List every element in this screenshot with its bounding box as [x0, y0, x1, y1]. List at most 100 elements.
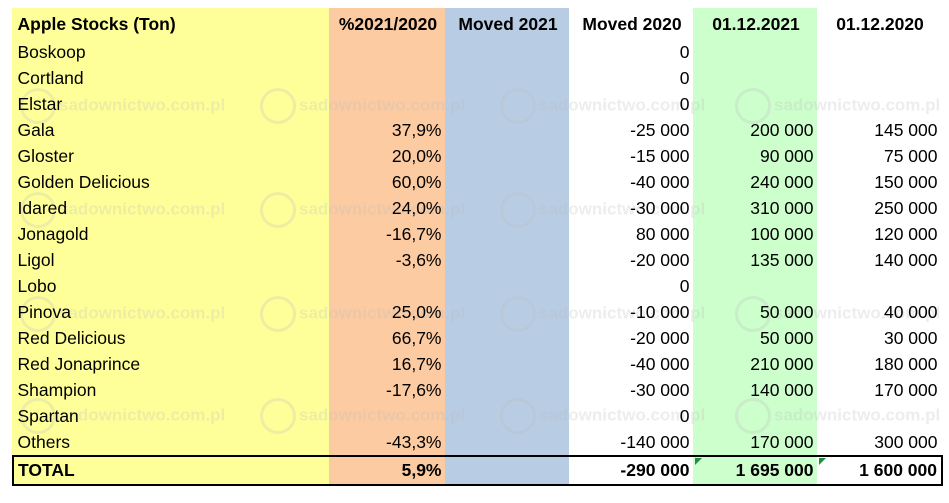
row-date-2021[interactable]: [694, 40, 818, 66]
row-pct[interactable]: [330, 404, 446, 430]
row-moved-2020[interactable]: 0: [679, 68, 690, 88]
row-moved-2020[interactable]: -25 000: [630, 120, 690, 140]
row-date-2020[interactable]: 180 000: [874, 354, 938, 374]
row-moved-2020[interactable]: 0: [679, 94, 690, 114]
row-pct[interactable]: 25,0%: [391, 302, 442, 322]
row-date-2020[interactable]: 30 000: [883, 328, 938, 348]
row-date-2021[interactable]: 140 000: [750, 380, 814, 400]
header-date-2020[interactable]: 01.12.2020: [836, 14, 924, 34]
row-date-2020[interactable]: 75 000: [883, 146, 938, 166]
row-name[interactable]: Shampion: [17, 380, 97, 400]
row-date-2021[interactable]: 170 000: [750, 432, 814, 452]
row-moved-2021[interactable]: [446, 222, 570, 248]
row-date-2020[interactable]: 140 000: [874, 250, 938, 270]
header-pct[interactable]: %2021/2020: [338, 14, 438, 34]
row-name[interactable]: Red Delicious: [17, 328, 126, 348]
row-moved-2020[interactable]: -40 000: [630, 354, 690, 374]
total-date-2020[interactable]: 1 600 000: [818, 455, 943, 486]
row-date-2020[interactable]: 170 000: [874, 380, 938, 400]
row-name[interactable]: Golden Delicious: [17, 172, 150, 192]
row-moved-2021[interactable]: [446, 196, 570, 222]
row-moved-2020[interactable]: -30 000: [630, 380, 690, 400]
total-pct[interactable]: 5,9%: [330, 455, 446, 486]
row-moved-2021[interactable]: [446, 430, 570, 457]
row-name[interactable]: Others: [17, 432, 71, 452]
row-pct[interactable]: -43,3%: [386, 432, 442, 452]
row-name[interactable]: Gala: [17, 120, 55, 140]
row-moved-2021[interactable]: [446, 170, 570, 196]
row-name[interactable]: Lobo: [17, 276, 57, 296]
row-date-2021[interactable]: [694, 404, 818, 430]
row-moved-2020[interactable]: 0: [679, 42, 690, 62]
row-pct[interactable]: 16,7%: [391, 354, 442, 374]
row-name[interactable]: Jonagold: [17, 224, 89, 244]
row-moved-2020[interactable]: -10 000: [630, 302, 690, 322]
header-moved-2021[interactable]: Moved 2021: [458, 14, 558, 34]
row-name[interactable]: Ligol: [17, 250, 55, 270]
row-moved-2020[interactable]: 0: [679, 406, 690, 426]
row-date-2021[interactable]: [694, 274, 818, 300]
row-date-2020[interactable]: [818, 404, 942, 430]
row-date-2020[interactable]: [818, 66, 942, 92]
row-date-2021[interactable]: 240 000: [750, 172, 814, 192]
row-moved-2021[interactable]: [446, 248, 570, 274]
row-pct[interactable]: -3,6%: [395, 250, 442, 270]
row-moved-2020[interactable]: -20 000: [630, 328, 690, 348]
header-date-2021[interactable]: 01.12.2021: [712, 14, 800, 34]
row-date-2020[interactable]: [818, 92, 942, 118]
row-date-2020[interactable]: 120 000: [874, 224, 938, 244]
row-moved-2021[interactable]: [446, 144, 570, 170]
row-date-2020[interactable]: 150 000: [874, 172, 938, 192]
row-date-2020[interactable]: [818, 274, 942, 300]
row-name[interactable]: Idared: [17, 198, 68, 218]
row-name[interactable]: Pinova: [17, 302, 72, 322]
row-moved-2020[interactable]: -15 000: [630, 146, 690, 166]
row-pct[interactable]: [330, 92, 446, 118]
row-moved-2021[interactable]: [446, 274, 570, 300]
total-label[interactable]: TOTAL: [12, 455, 330, 486]
row-pct[interactable]: [330, 66, 446, 92]
row-moved-2021[interactable]: [446, 66, 570, 92]
row-pct[interactable]: -16,7%: [386, 224, 442, 244]
row-name[interactable]: Red Jonaprince: [17, 354, 141, 374]
row-date-2020[interactable]: 145 000: [874, 120, 938, 140]
total-moved-2021[interactable]: [446, 455, 570, 486]
row-moved-2021[interactable]: [446, 40, 570, 66]
row-pct[interactable]: 24,0%: [391, 198, 442, 218]
row-date-2020[interactable]: 300 000: [874, 432, 938, 452]
row-pct[interactable]: [330, 274, 446, 300]
row-date-2020[interactable]: [818, 40, 942, 66]
row-date-2021[interactable]: 90 000: [759, 146, 814, 166]
row-pct[interactable]: 60,0%: [391, 172, 442, 192]
row-name[interactable]: Gloster: [17, 146, 74, 166]
row-date-2020[interactable]: 40 000: [883, 302, 938, 322]
row-date-2021[interactable]: 100 000: [750, 224, 814, 244]
row-pct[interactable]: [330, 40, 446, 66]
row-date-2021[interactable]: 200 000: [750, 120, 814, 140]
row-moved-2021[interactable]: [446, 326, 570, 352]
total-date-2021[interactable]: 1 695 000: [694, 455, 818, 486]
row-date-2021[interactable]: 50 000: [759, 328, 814, 348]
header-name[interactable]: Apple Stocks (Ton): [17, 14, 176, 34]
row-date-2021[interactable]: [694, 92, 818, 118]
row-name[interactable]: Elstar: [17, 94, 63, 114]
total-moved-2020[interactable]: -290 000: [570, 455, 694, 486]
row-pct[interactable]: -17,6%: [386, 380, 442, 400]
row-moved-2020[interactable]: -30 000: [630, 198, 690, 218]
row-pct[interactable]: 20,0%: [391, 146, 442, 166]
row-moved-2021[interactable]: [446, 404, 570, 430]
row-moved-2020[interactable]: -140 000: [620, 432, 690, 452]
row-date-2021[interactable]: [694, 66, 818, 92]
row-date-2021[interactable]: 210 000: [750, 354, 814, 374]
row-pct[interactable]: 37,9%: [391, 120, 442, 140]
row-date-2021[interactable]: 50 000: [759, 302, 814, 322]
row-date-2021[interactable]: 135 000: [750, 250, 814, 270]
row-moved-2021[interactable]: [446, 352, 570, 378]
row-moved-2020[interactable]: 80 000: [635, 224, 690, 244]
row-pct[interactable]: 66,7%: [391, 328, 442, 348]
row-date-2020[interactable]: 250 000: [874, 198, 938, 218]
row-moved-2021[interactable]: [446, 300, 570, 326]
row-name[interactable]: Boskoop: [17, 42, 86, 62]
row-moved-2020[interactable]: -40 000: [630, 172, 690, 192]
row-moved-2021[interactable]: [446, 92, 570, 118]
